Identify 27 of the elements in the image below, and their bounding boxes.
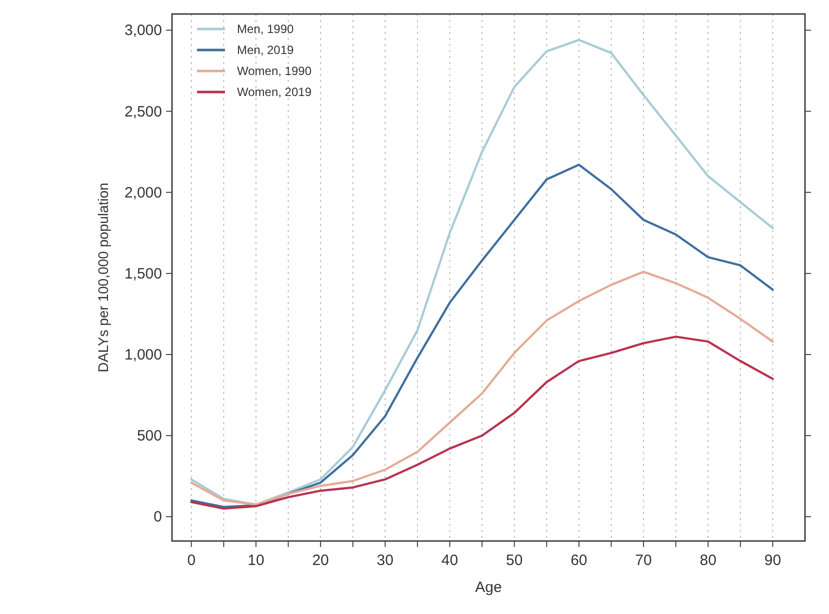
x-tick-label: 90 <box>764 552 782 569</box>
y-tick-label: 500 <box>136 428 162 445</box>
x-tick-label: 40 <box>441 552 458 569</box>
y-tick-label: 0 <box>154 508 162 526</box>
legend-label: Women, 1990 <box>237 64 312 78</box>
legend-label: Women, 2019 <box>237 85 312 99</box>
line-series <box>190 270 774 506</box>
line-series <box>190 164 774 508</box>
x-axis-title: Age <box>475 579 502 596</box>
x-tick-label: 80 <box>700 552 716 569</box>
x-tick-label: 50 <box>506 552 523 569</box>
legend-label: Men, 1990 <box>237 22 294 36</box>
line-series <box>190 336 774 510</box>
legend-label: Men, 2019 <box>237 43 294 57</box>
y-tick-label: 2,000 <box>124 184 162 202</box>
x-tick-label: 30 <box>376 552 394 569</box>
x-tick-label: 0 <box>187 552 196 569</box>
y-tick-label: 1,500 <box>124 265 162 282</box>
y-axis-title: DALYs per 100,000 population <box>95 182 111 372</box>
x-tick-label: 60 <box>570 552 588 569</box>
x-tick-label: 20 <box>312 552 329 569</box>
y-tick-label: 3,000 <box>124 22 162 40</box>
line-series <box>190 38 774 506</box>
y-tick-label: 2,500 <box>124 103 162 120</box>
x-tick-label: 10 <box>248 552 264 569</box>
y-tick-label: 1,000 <box>124 346 162 364</box>
x-tick-label: 70 <box>635 552 652 569</box>
